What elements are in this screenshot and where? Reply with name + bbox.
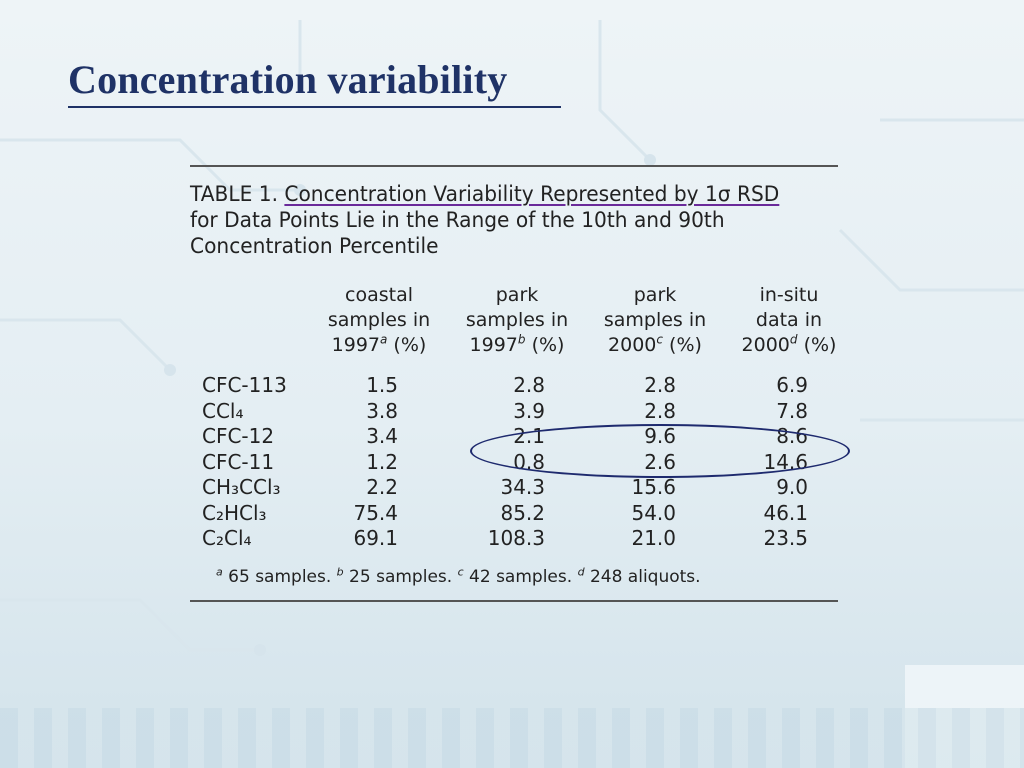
column-header-park-1997: park samples in 1997b (%) bbox=[458, 283, 576, 358]
column-header-line3: 1997b (%) bbox=[469, 332, 565, 356]
value-cell: 6.9 bbox=[776, 373, 808, 397]
compound-cell: CCl₄ bbox=[202, 398, 244, 423]
value-cell: 108.3 bbox=[487, 526, 545, 550]
value-cell: 3.9 bbox=[513, 398, 545, 423]
value-cell: 69.1 bbox=[353, 526, 398, 550]
table-caption-prefix: TABLE 1. bbox=[190, 182, 285, 206]
value-cell: 1.2 bbox=[366, 449, 398, 474]
table-top-rule bbox=[190, 165, 838, 167]
background-bottom-band bbox=[0, 708, 1024, 768]
value-cell: 54.0 bbox=[631, 500, 676, 525]
column-header-line1: coastal bbox=[345, 284, 413, 306]
value-cell: 2.8 bbox=[513, 373, 545, 397]
value-cell: 75.4 bbox=[353, 500, 398, 525]
value-cell: 2.8 bbox=[644, 398, 676, 423]
value-cell: 9.0 bbox=[776, 475, 808, 499]
column-header-line1: park bbox=[495, 284, 539, 306]
column-header-line3: 1997a (%) bbox=[331, 332, 427, 356]
compound-cell: CFC-12 bbox=[202, 424, 275, 448]
table-row: C₂Cl₄ 69.1 108.3 21.0 23.5 bbox=[190, 526, 838, 552]
column-header-in-situ-2000: in-situ data in 2000d (%) bbox=[730, 283, 848, 358]
value-cell: 3.4 bbox=[366, 424, 398, 448]
compound-cell: C₂Cl₄ bbox=[202, 526, 252, 550]
compound-cell: CFC-113 bbox=[202, 373, 287, 397]
column-header-park-2000: park samples in 2000c (%) bbox=[596, 283, 714, 358]
column-header-line1: park bbox=[633, 284, 677, 306]
compound-cell: CFC-11 bbox=[202, 449, 275, 474]
column-header-line3: 2000c (%) bbox=[608, 332, 702, 356]
table-caption-link[interactable]: Concentration Variability Represented by… bbox=[284, 182, 780, 206]
table-row: CFC-113 1.5 2.8 2.8 6.9 bbox=[190, 373, 838, 399]
value-cell: 15.6 bbox=[631, 475, 676, 499]
compound-cell: CH₃CCl₃ bbox=[202, 475, 281, 499]
table-row: CCl₄ 3.8 3.9 2.8 7.8 bbox=[190, 399, 838, 425]
column-header-coastal-1997: coastal samples in 1997a (%) bbox=[320, 283, 438, 358]
value-cell: 1.5 bbox=[366, 373, 398, 397]
column-header-line3: 2000d (%) bbox=[741, 332, 837, 356]
column-header-line2: samples in bbox=[603, 309, 707, 331]
table-row: C₂HCl₃ 75.4 85.2 54.0 46.1 bbox=[190, 501, 838, 527]
table-footnote: a 65 samples. b 25 samples. c 42 samples… bbox=[216, 565, 701, 587]
column-header-line2: samples in bbox=[465, 309, 569, 331]
column-header-line2: data in bbox=[755, 309, 823, 331]
table-figure: TABLE 1. Concentration Variability Repre… bbox=[190, 165, 838, 602]
title-underline bbox=[68, 106, 561, 108]
slide-title: Concentration variability bbox=[68, 57, 508, 102]
column-header-line1: in-situ bbox=[759, 284, 819, 306]
table-bottom-rule bbox=[190, 600, 838, 602]
value-cell: 85.2 bbox=[500, 500, 545, 525]
value-cell: 2.2 bbox=[366, 475, 398, 499]
value-cell: 7.8 bbox=[776, 398, 808, 423]
value-cell: 46.1 bbox=[763, 500, 808, 525]
value-cell: 34.3 bbox=[500, 475, 545, 499]
compound-cell: C₂HCl₃ bbox=[202, 500, 267, 525]
value-cell: 21.0 bbox=[631, 526, 676, 550]
column-header-line2: samples in bbox=[327, 309, 431, 331]
value-cell: 3.8 bbox=[366, 398, 398, 423]
table-caption: TABLE 1. Concentration Variability Repre… bbox=[190, 181, 812, 259]
table-caption-rest: for Data Points Lie in the Range of the … bbox=[190, 208, 725, 258]
value-cell: 23.5 bbox=[763, 526, 808, 550]
table-row: CH₃CCl₃ 2.2 34.3 15.6 9.0 bbox=[190, 475, 838, 501]
value-cell: 2.8 bbox=[644, 373, 676, 397]
highlight-oval-annotation bbox=[470, 424, 850, 478]
